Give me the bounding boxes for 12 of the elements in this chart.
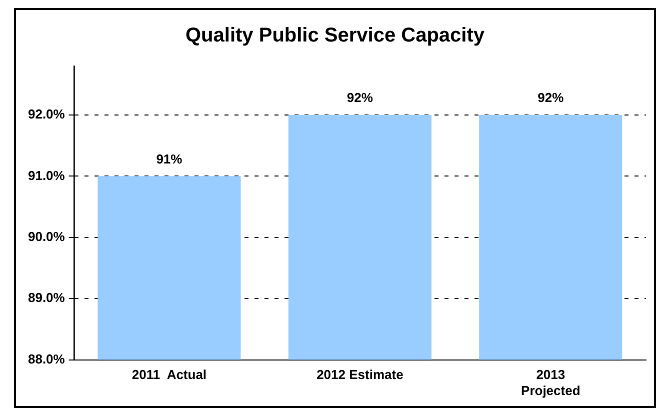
x-tick-label: 2013 Projected <box>521 367 580 398</box>
y-tick-label: 88.0% <box>28 351 66 366</box>
x-tick-label: 2011 Actual <box>132 367 207 382</box>
data-label: 91% <box>156 151 183 166</box>
x-tick-label: 2012 Estimate <box>316 367 404 382</box>
data-label: 92% <box>346 90 374 106</box>
y-tick-label: 92.0% <box>28 106 66 122</box>
data-label: 92% <box>538 90 564 106</box>
chart-title: Quality Public Service Capacity <box>185 24 486 47</box>
y-tick-label: 91.0% <box>28 168 66 183</box>
y-tick-label: 89.0% <box>28 290 66 306</box>
y-tick-label: 90.0% <box>28 228 66 244</box>
